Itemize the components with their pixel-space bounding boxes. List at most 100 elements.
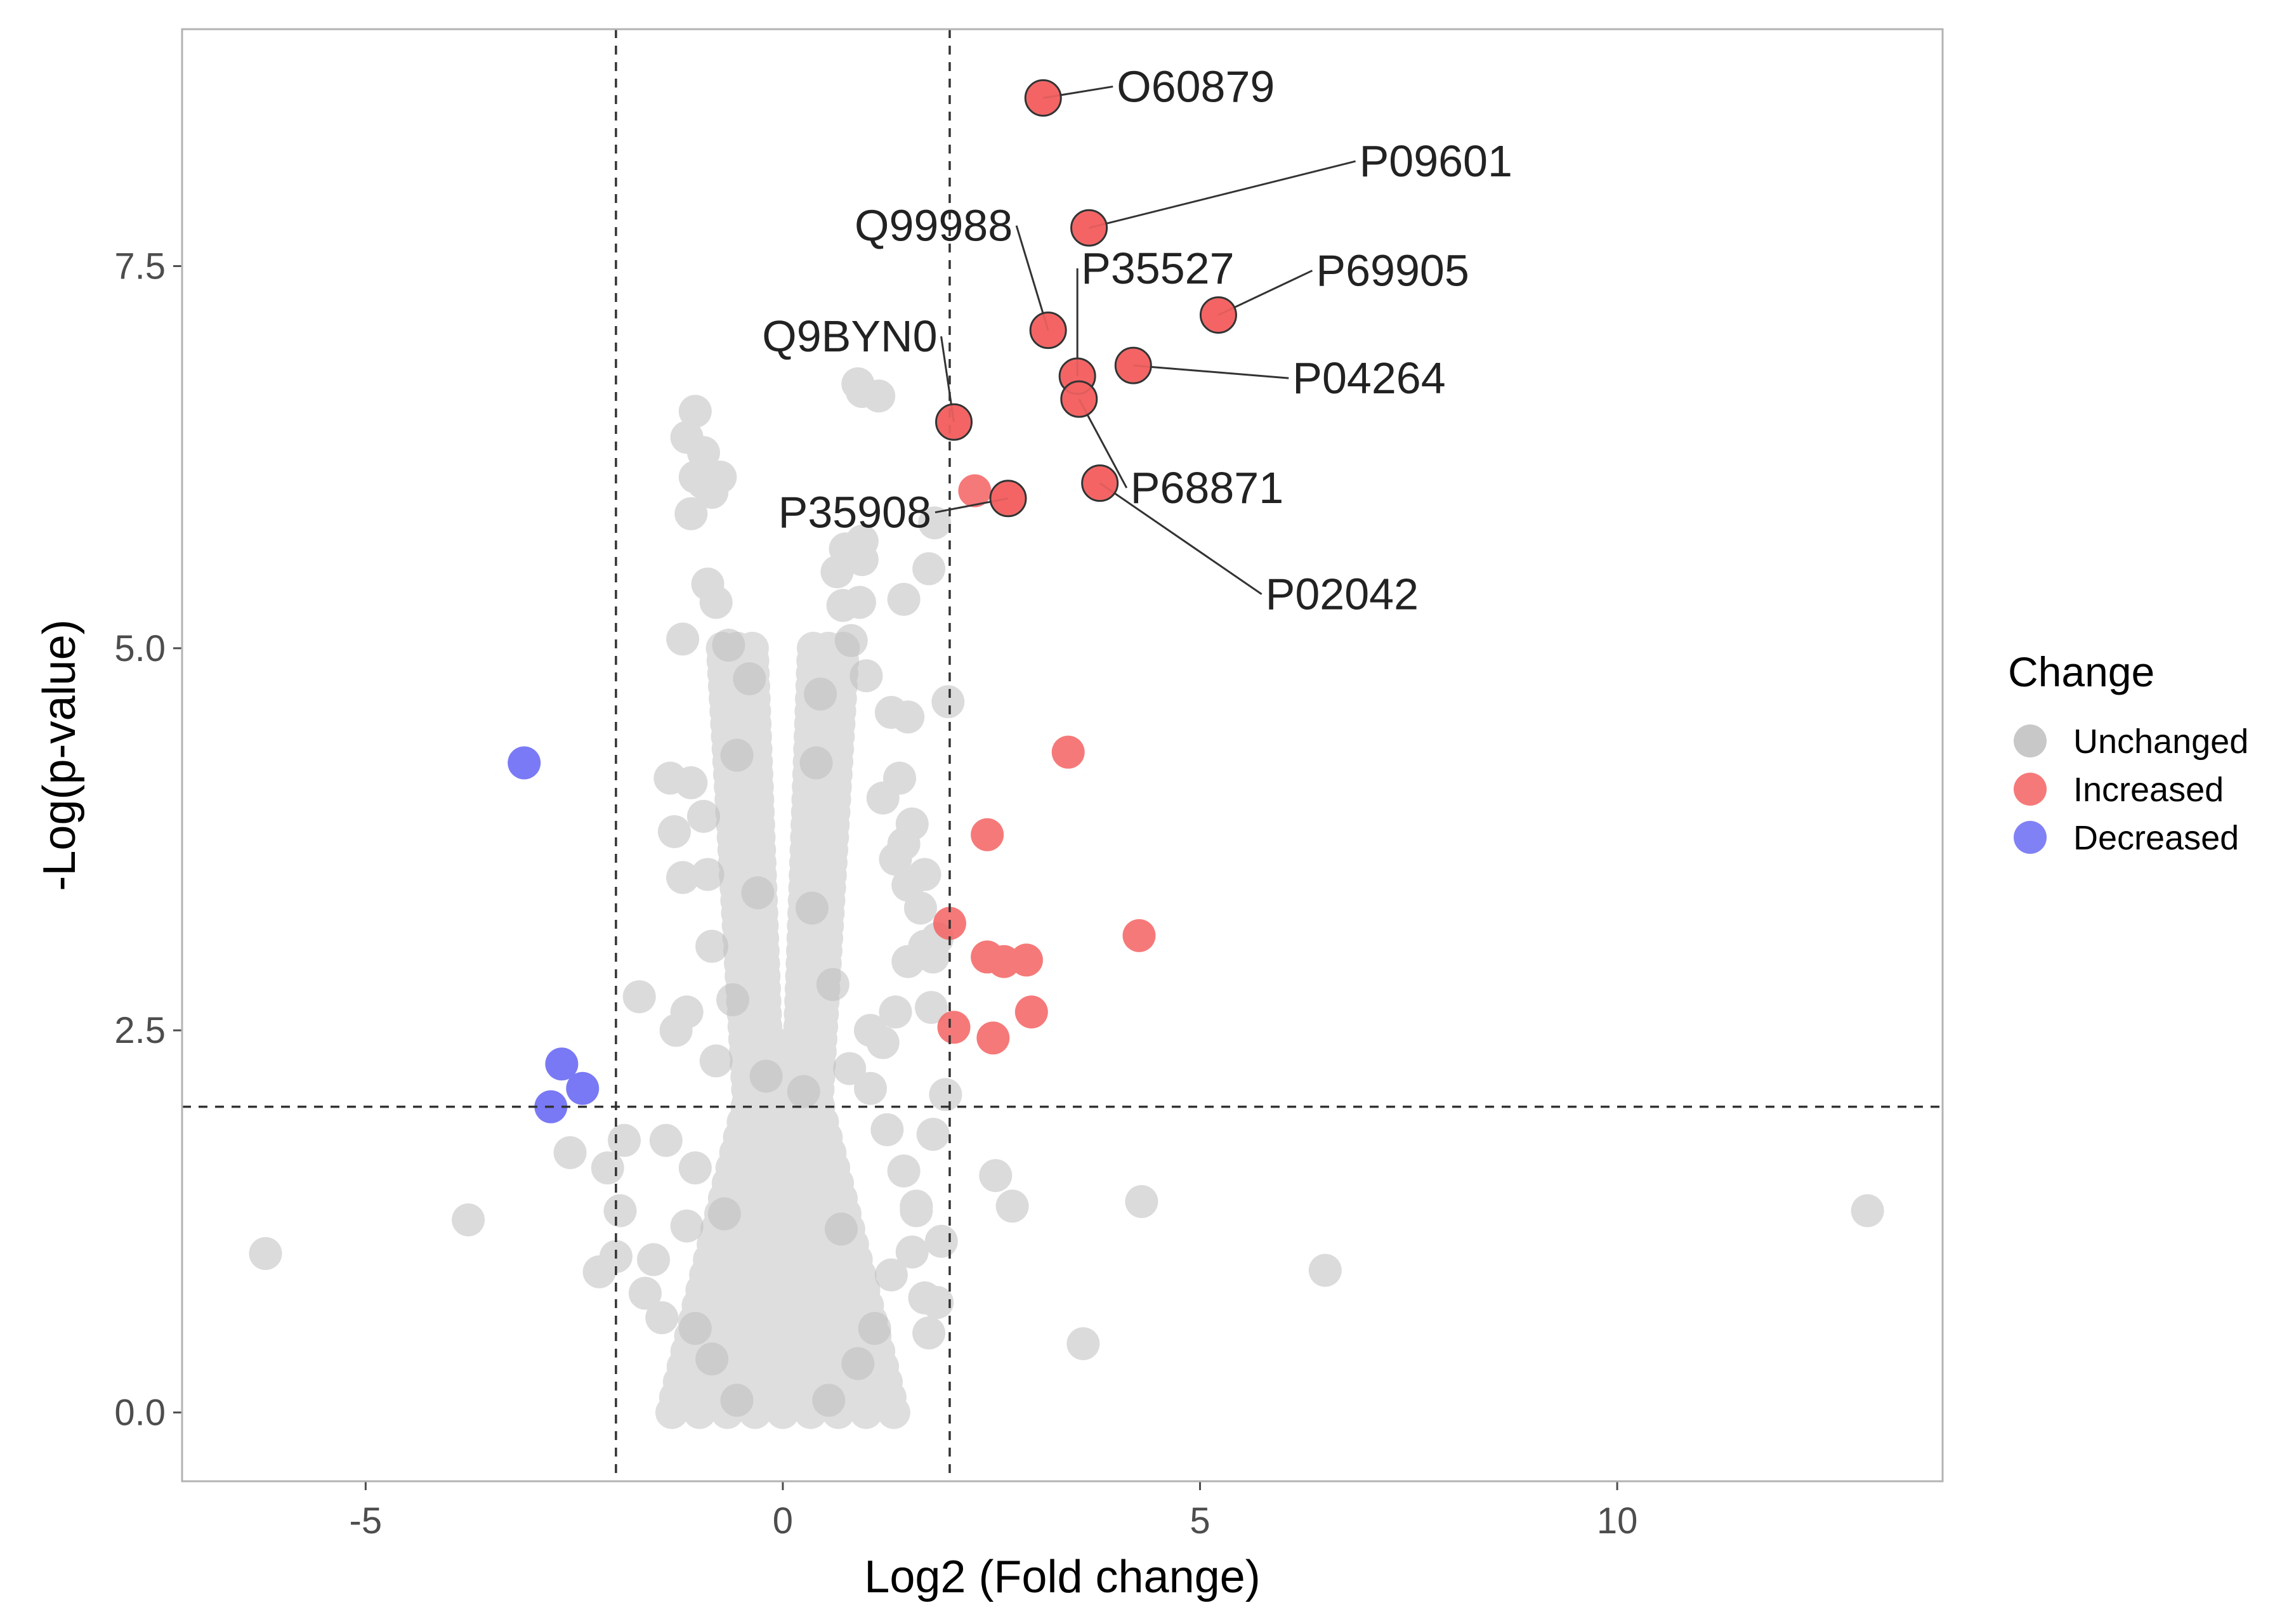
- unchanged-point: [1851, 1194, 1884, 1228]
- highlighted-point: [1081, 464, 1119, 502]
- legend-title: Change: [2008, 648, 2155, 695]
- unchanged-point: [918, 506, 952, 540]
- unchanged-point: [1066, 1327, 1100, 1361]
- decreased-point: [545, 1047, 579, 1081]
- unchanged-point: [845, 525, 879, 558]
- unchanged-point: [912, 552, 946, 586]
- unchanged-point: [929, 1078, 962, 1111]
- unchanged-point: [637, 1243, 671, 1276]
- unchanged-point: [826, 589, 860, 622]
- unchanged-point: [670, 995, 704, 1029]
- unchanged-point: [849, 659, 883, 693]
- increased-point: [976, 1021, 1010, 1055]
- increased-point: [971, 818, 1004, 851]
- gene-label: P04264: [1292, 353, 1445, 403]
- gene-label: P09601: [1360, 136, 1512, 186]
- unchanged-point: [834, 624, 868, 657]
- unchanged-point: [1308, 1254, 1342, 1287]
- unchanged-point: [799, 746, 833, 780]
- unchanged-point: [874, 1258, 908, 1292]
- unchanged-point: [870, 1113, 904, 1146]
- unchanged-point: [666, 622, 700, 656]
- x-tick-label: -5: [350, 1500, 383, 1542]
- unchanged-point: [678, 1151, 712, 1185]
- unchanged-point: [628, 1276, 662, 1310]
- data-points: [249, 81, 1884, 1429]
- unchanged-point: [883, 761, 917, 795]
- unchanged-point: [924, 1224, 958, 1258]
- gene-label: Q9BYN0: [762, 311, 937, 361]
- unchanged-point: [622, 980, 656, 1014]
- unchanged-point: [712, 629, 745, 662]
- series-decreased: [508, 746, 600, 1123]
- unchanged-point: [704, 460, 737, 494]
- unchanged-point: [887, 582, 921, 616]
- unchanged-point: [686, 436, 720, 469]
- unchanged-point: [908, 858, 941, 891]
- unchanged-point: [824, 1212, 858, 1246]
- unchanged-point: [921, 1286, 954, 1320]
- unchanged-point: [862, 379, 896, 413]
- unchanged-point: [995, 1189, 1029, 1223]
- x-tick-label: 10: [1597, 1500, 1638, 1542]
- unchanged-point: [720, 738, 754, 772]
- unchanged-point: [657, 815, 691, 848]
- highlighted-point: [1199, 296, 1237, 334]
- unchanged-point: [691, 858, 725, 891]
- plot-panel-border: [181, 28, 1944, 1483]
- legend-key-unchanged: [2014, 724, 2047, 757]
- unchanged-point: [841, 1347, 875, 1380]
- unchanged-point: [603, 1194, 637, 1228]
- unchanged-point: [608, 1123, 641, 1157]
- gene-label: O60879: [1117, 62, 1275, 111]
- unchanged-point: [674, 497, 708, 530]
- decreased-point: [508, 746, 541, 780]
- gene-label: P35908: [778, 488, 931, 537]
- unchanged-point: [733, 662, 766, 696]
- unchanged-point: [695, 929, 729, 963]
- unchanged-point: [716, 983, 750, 1017]
- unchanged-point: [741, 876, 775, 910]
- unchanged-point: [887, 1154, 921, 1188]
- axis-ticks: -5 0 5 10 0.0 2.5 5.0 7.5: [114, 246, 1637, 1542]
- unchanged-point: [916, 1118, 950, 1151]
- gene-label: P68871: [1131, 463, 1283, 513]
- gene-label: P69905: [1316, 246, 1469, 296]
- legend-label-increased: Increased: [2073, 771, 2224, 809]
- unchanged-point: [979, 1159, 1013, 1193]
- unchanged-point: [678, 395, 712, 428]
- unchanged-point: [900, 1189, 933, 1223]
- legend-key-increased: [2014, 773, 2047, 806]
- unchanged-point: [666, 861, 700, 894]
- unchanged-point: [787, 1029, 820, 1063]
- increased-point: [1122, 919, 1156, 952]
- unchanged-point: [816, 967, 849, 1001]
- increased-point: [958, 474, 992, 508]
- unchanged-point: [699, 586, 733, 619]
- unchanged-point: [649, 1123, 683, 1157]
- unchanged-point: [812, 1384, 846, 1417]
- highlighted-point: [935, 403, 973, 441]
- unchanged-point: [670, 1209, 704, 1243]
- gene-label: P02042: [1266, 570, 1419, 619]
- y-tick-label: 0.0: [114, 1392, 166, 1434]
- unchanged-point: [804, 678, 837, 711]
- unchanged-point: [707, 1197, 741, 1231]
- unchanged-point: [854, 1071, 888, 1105]
- unchanged-point: [895, 1235, 929, 1269]
- unchanged-point: [686, 799, 720, 833]
- unchanged-point: [787, 1075, 820, 1108]
- highlighted-point: [1024, 79, 1062, 117]
- unchanged-point: [452, 1203, 485, 1236]
- unchanged-point: [931, 685, 965, 719]
- increased-point: [1014, 995, 1048, 1029]
- unchanged-point: [695, 1342, 729, 1376]
- unchanged-point: [749, 1059, 783, 1093]
- unchanged-point: [720, 1384, 754, 1417]
- unchanged-point-cloud: [655, 631, 910, 1429]
- gene-labels: O60879 P09601 Q99988 P35527 P69905 Q9BYN0 P042…: [762, 62, 1512, 619]
- unchanged-point: [699, 1044, 733, 1078]
- decreased-point: [566, 1071, 600, 1105]
